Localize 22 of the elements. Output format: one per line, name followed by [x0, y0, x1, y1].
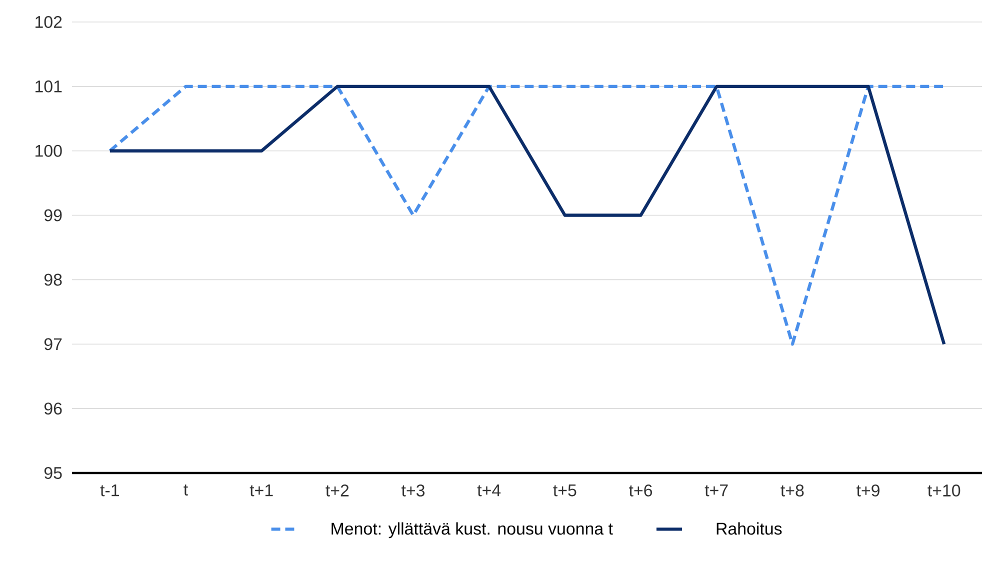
x-tick-label: t+8: [780, 484, 804, 496]
x-tick-label: t+3: [402, 484, 425, 496]
x-tick-label: t-1: [100, 484, 119, 496]
y-tick-label: 99: [44, 209, 62, 222]
y-tick-label: 97: [44, 338, 62, 350]
x-tick-label: t+10: [928, 484, 960, 496]
y-tick-label: 95: [44, 467, 62, 479]
x-tick-label: t+2: [326, 484, 349, 496]
y-tick-label: 96: [44, 402, 62, 415]
x-tick-label: t+1: [250, 484, 273, 496]
y-tick-label: 101: [36, 80, 62, 92]
x-tick-label: t+5: [553, 484, 576, 496]
x-tick-label: t+7: [704, 484, 728, 496]
x-tick-label: t+6: [629, 484, 652, 496]
x-tick-label: t+9: [856, 484, 880, 496]
x-tick-label: t: [184, 484, 188, 496]
y-tick-label: 100: [36, 144, 62, 157]
y-tick-label: 102: [36, 16, 62, 28]
legend-label: Menot: yllättävä kust. nousu vuonna t: [332, 522, 613, 538]
legend-label: Rahoitus: [716, 522, 782, 535]
x-tick-label: t+4: [477, 484, 501, 496]
y-tick-label: 98: [44, 274, 62, 286]
